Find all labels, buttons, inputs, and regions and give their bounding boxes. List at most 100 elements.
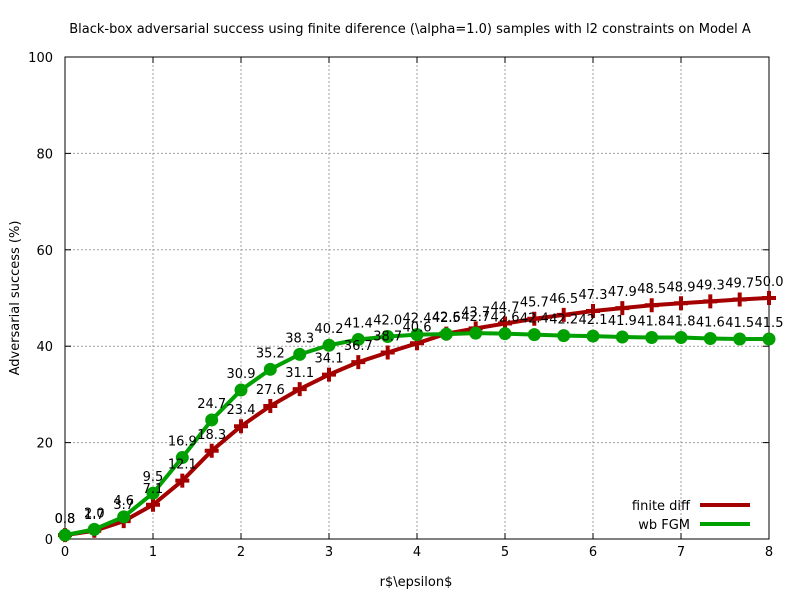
data-label-wb-fgm: 16.9: [168, 435, 197, 450]
data-label-finite-diff: 7.1: [143, 482, 164, 497]
data-point-finite-diff: [322, 367, 336, 382]
y-axis-label: Adversarial success (%): [8, 221, 23, 376]
legend-label-wb-fgm: wb FGM: [638, 518, 690, 533]
x-tick-label: 0: [61, 545, 69, 560]
x-tick-label: 7: [677, 545, 685, 560]
y-tick-label: 20: [36, 437, 53, 452]
data-label-wb-fgm: 30.9: [227, 367, 256, 382]
legend: finite diff wb FGM: [632, 499, 750, 533]
data-label-wb-fgm: 42.4: [403, 312, 432, 327]
x-axis-label: r$\epsilon$: [380, 575, 453, 590]
data-point-finite-diff: [703, 294, 718, 309]
x-tick-label: 5: [501, 545, 509, 560]
data-label-finite-diff: 27.6: [256, 383, 285, 398]
data-label-finite-diff: 1.7: [84, 508, 105, 523]
data-label-wb-fgm: 41.9: [608, 314, 637, 329]
data-point-wb-fgm: [557, 329, 571, 343]
data-point-wb-fgm: [205, 413, 219, 427]
data-label-wb-fgm: 4.6: [113, 494, 134, 509]
y-tick-label: 80: [36, 147, 53, 162]
data-point-wb-fgm: [762, 332, 776, 346]
data-point-finite-diff: [556, 307, 571, 322]
data-point-wb-fgm: [146, 486, 160, 500]
data-label-finite-diff: 23.4: [227, 403, 256, 418]
data-point-wb-fgm: [439, 327, 453, 341]
data-point-finite-diff: [292, 382, 307, 397]
chart-title: Black-box adversarial success using fini…: [69, 22, 751, 37]
data-label-finite-diff: 46.5: [549, 292, 578, 307]
data-label-finite-diff: 31.1: [285, 366, 314, 381]
data-point-finite-diff: [175, 473, 190, 488]
data-label-finite-diff: 3.7: [113, 498, 134, 513]
data-point-wb-fgm: [58, 528, 72, 542]
x-tick-label: 8: [765, 545, 773, 560]
data-point-wb-fgm: [87, 522, 101, 536]
x-tick-label: 6: [589, 545, 597, 560]
data-label-wb-fgm: 42.7: [461, 310, 490, 325]
data-label-wb-fgm: 2.0: [84, 506, 105, 521]
data-point-finite-diff: [263, 398, 278, 413]
data-point-finite-diff: [527, 311, 542, 326]
data-point-wb-fgm: [381, 330, 395, 344]
data-label-wb-fgm: 41.5: [755, 316, 784, 331]
data-label-wb-fgm: 38.3: [285, 331, 314, 346]
data-label-finite-diff: 12.1: [168, 458, 197, 473]
data-point-finite-diff: [732, 292, 747, 307]
data-point-wb-fgm: [322, 338, 336, 352]
data-label-finite-diff: 18.3: [197, 428, 226, 443]
data-point-finite-diff: [615, 301, 630, 316]
data-point-finite-diff: [762, 291, 776, 305]
data-point-wb-fgm: [234, 383, 248, 397]
data-label-wb-fgm: 42.2: [549, 313, 578, 328]
data-label-wb-fgm: 42.1: [579, 313, 608, 328]
data-label-wb-fgm: 35.2: [256, 346, 285, 361]
data-point-wb-fgm: [175, 451, 189, 465]
data-point-finite-diff: [146, 497, 160, 512]
data-label-wb-fgm: 41.5: [725, 316, 754, 331]
data-labels: 0.8 1.7 3.7 7.1 12.118.323.427.631.134.136.7…: [55, 275, 784, 527]
x-tick-label: 3: [325, 545, 333, 560]
data-label-finite-diff: 48.9: [667, 280, 696, 295]
data-point-finite-diff: [351, 355, 366, 370]
x-tick-label: 4: [413, 545, 421, 560]
data-point-wb-fgm: [645, 331, 659, 345]
data-label-wb-fgm: 41.8: [667, 315, 696, 330]
data-point-wb-fgm: [615, 330, 629, 344]
data-label-finite-diff: 50.0: [755, 275, 784, 290]
y-tick-label: 60: [36, 244, 53, 259]
data-label-wb-fgm: 42.6: [491, 311, 520, 326]
data-label-finite-diff: 47.3: [579, 288, 608, 303]
data-label-wb-fgm: 42.0: [373, 314, 402, 329]
data-label-wb-fgm: 0.8: [55, 512, 76, 527]
legend-label-finite-diff: finite diff: [632, 499, 691, 514]
y-tick-label: 0: [45, 533, 53, 548]
data-point-finite-diff: [644, 298, 659, 313]
data-label-wb-fgm: 41.4: [344, 316, 373, 331]
data-label-wb-fgm: 9.5: [143, 470, 164, 485]
data-point-wb-fgm: [293, 347, 307, 361]
data-label-finite-diff: 40.6: [403, 320, 432, 335]
data-label-finite-diff: 47.9: [608, 285, 637, 300]
data-point-wb-fgm: [117, 510, 131, 524]
data-point-wb-fgm: [733, 332, 747, 346]
data-point-finite-diff: [204, 443, 219, 458]
data-point-wb-fgm: [703, 331, 717, 345]
data-label-wb-fgm: 41.6: [696, 315, 725, 330]
data-point-wb-fgm: [674, 331, 688, 345]
y-tick-label: 100: [28, 51, 53, 66]
data-point-wb-fgm: [410, 328, 424, 342]
x-tick-label: 2: [237, 545, 245, 560]
data-point-wb-fgm: [498, 327, 512, 341]
data-point-wb-fgm: [527, 328, 541, 342]
data-label-finite-diff: 48.5: [637, 282, 666, 297]
data-label-finite-diff: 45.7: [520, 296, 549, 311]
data-point-wb-fgm: [586, 329, 600, 343]
data-point-finite-diff: [234, 419, 248, 434]
data-point-finite-diff: [674, 296, 688, 311]
data-point-finite-diff: [380, 345, 395, 360]
data-label-finite-diff: 42.6: [432, 311, 461, 326]
data-label-finite-diff: 43.7: [461, 305, 490, 320]
data-label-finite-diff: 0.8: [55, 512, 76, 527]
